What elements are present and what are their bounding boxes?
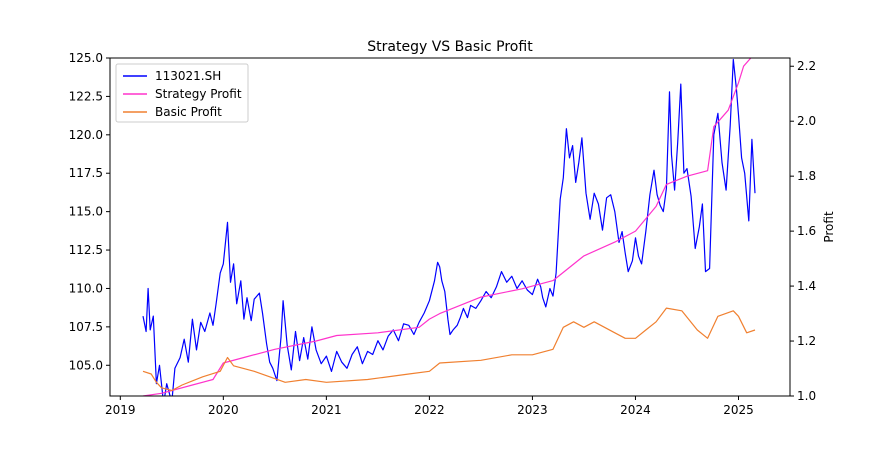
- x-tick-label: 2019: [105, 403, 136, 417]
- y-axis-right: 1.0 1.2 1.4 1.6 1.8 2.0 2.2: [790, 59, 816, 403]
- y-right-tick-label: 1.6: [797, 224, 816, 238]
- legend: 113021.SH Strategy Profit Basic Profit: [115, 63, 249, 123]
- x-tick-label: 2024: [620, 403, 651, 417]
- y-left-tick-label: 112.5: [69, 243, 103, 257]
- legend-label: Basic Profit: [155, 105, 222, 119]
- y-left-tick-label: 117.5: [69, 166, 103, 180]
- y-left-tick-label: 122.5: [69, 89, 103, 103]
- y-right-tick-label: 1.2: [797, 334, 816, 348]
- x-tick-label: 2021: [311, 403, 342, 417]
- y-right-tick-label: 1.4: [797, 279, 816, 293]
- series-line-2: [142, 307, 756, 392]
- series-layer: [142, 58, 756, 396]
- y-right-tick-label: 2.2: [797, 59, 816, 73]
- plot-frame: [109, 57, 791, 397]
- x-tick-label: 2023: [517, 403, 548, 417]
- y-left-tick-label: 125.0: [69, 51, 103, 65]
- y-left-tick-label: 120.0: [69, 128, 103, 142]
- series-line-1: [142, 58, 752, 396]
- y-right-tick-label: 2.0: [797, 114, 816, 128]
- x-tick-label: 2020: [208, 403, 239, 417]
- y-left-tick-label: 110.0: [69, 281, 103, 295]
- y-axis-left: 105.0 107.5 110.0 112.5 115.0 117.5 120.0 122.5…: [69, 51, 110, 372]
- chart-title: Strategy VS Basic Profit: [367, 39, 533, 55]
- legend-label: Strategy Profit: [155, 87, 242, 101]
- x-tick-label: 2025: [723, 403, 754, 417]
- y-right-tick-label: 1.8: [797, 169, 816, 183]
- y-left-tick-label: 107.5: [69, 320, 103, 334]
- legend-label: 113021.SH: [155, 69, 221, 83]
- series-line-0: [142, 58, 756, 396]
- y-left-tick-label: 105.0: [69, 358, 103, 372]
- x-axis: 2019 2020 2021 2022 2023 2024 2025: [105, 396, 754, 417]
- y-left-tick-label: 115.0: [69, 205, 103, 219]
- y-right-tick-label: 1.0: [797, 389, 816, 403]
- x-tick-label: 2022: [414, 403, 445, 417]
- legend-box: [115, 63, 249, 123]
- y-axis-right-label: Profit: [822, 211, 836, 243]
